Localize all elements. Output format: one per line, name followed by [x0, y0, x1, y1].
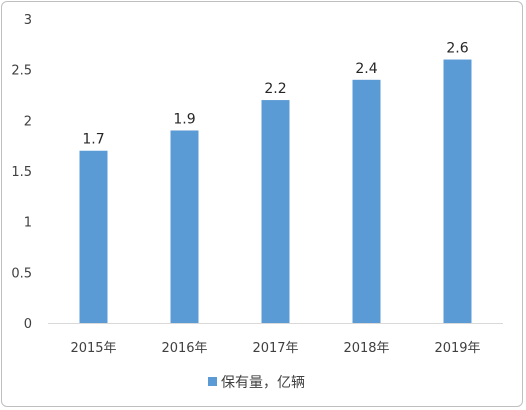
x-tick-label: 2017年 [252, 341, 298, 356]
y-tick-label: 2.5 [11, 64, 32, 79]
y-tick-label: 1 [24, 216, 32, 231]
bar [79, 150, 108, 323]
y-tick-label: 0 [24, 317, 32, 332]
data-label: 2.2 [264, 81, 286, 97]
legend-label: 保有量，亿辆 [221, 375, 305, 391]
y-axis: 0 0.5 1 1.5 2 2.5 3 [11, 13, 32, 332]
bar [352, 79, 381, 323]
x-tick-label: 2015年 [70, 341, 116, 356]
bar [261, 100, 290, 323]
x-axis: 2015年 2016年 2017年 2018年 2019年 [70, 341, 480, 356]
data-label: 1.9 [173, 111, 195, 127]
y-tick-label: 2 [24, 114, 32, 129]
x-tick-label: 2018年 [343, 341, 389, 356]
data-label: 2.6 [446, 41, 468, 57]
y-tick-label: 1.5 [11, 165, 32, 180]
legend-swatch [208, 377, 217, 386]
y-tick-label: 3 [24, 13, 32, 28]
legend: 保有量，亿辆 [208, 375, 305, 391]
data-label: 1.7 [82, 132, 104, 148]
x-tick-label: 2019年 [434, 341, 480, 356]
bars: 1.7 1.9 2.2 2.4 2.6 [79, 41, 472, 324]
bar [443, 59, 472, 324]
bar [170, 130, 199, 323]
data-label: 2.4 [355, 61, 377, 77]
y-tick-label: 0.5 [11, 266, 32, 281]
x-tick-label: 2016年 [161, 341, 207, 356]
